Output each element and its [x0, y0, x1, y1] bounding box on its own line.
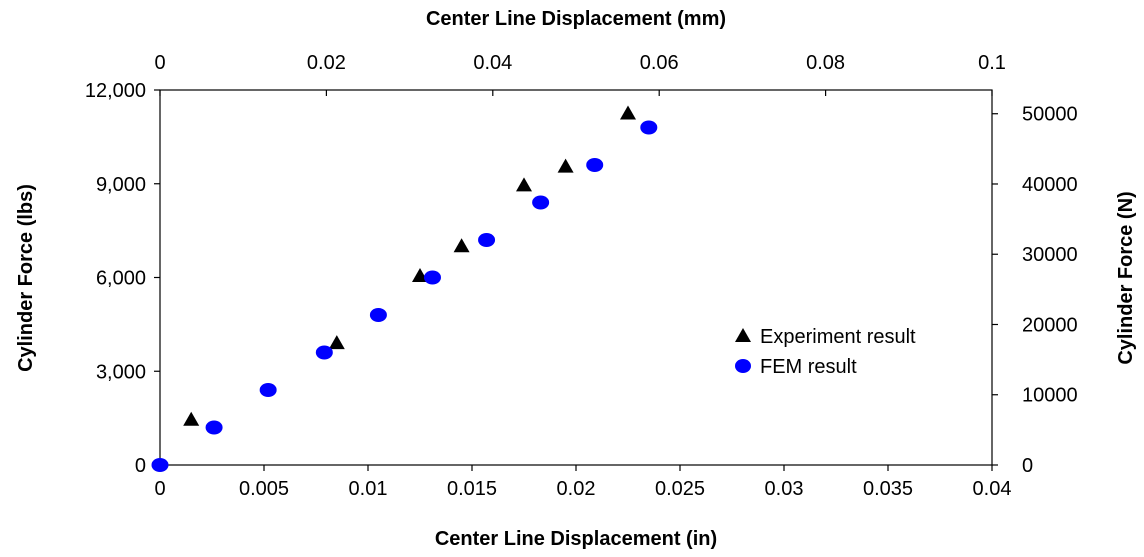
fem-point — [532, 195, 550, 210]
y-tick-label: 6,000 — [96, 268, 146, 290]
x2-tick-label: 0.02 — [307, 52, 346, 74]
experiment-point — [516, 177, 532, 192]
y2-tick-label: 30000 — [1022, 244, 1078, 266]
experiment-point — [620, 105, 636, 120]
experiment-point — [183, 411, 200, 426]
y-tick-label: 3,000 — [96, 361, 146, 383]
y2-tick-label: 10000 — [1022, 385, 1078, 407]
x-tick-label: 0.04 — [973, 478, 1012, 500]
fem-point — [586, 158, 604, 172]
x2-tick-label: 0.1 — [978, 52, 1006, 74]
fem-point — [423, 270, 441, 285]
legend-marker-fem — [735, 359, 751, 373]
y2-tick-label: 50000 — [1022, 104, 1078, 126]
x2-tick-label: 0.08 — [806, 52, 845, 74]
experiment-point — [412, 267, 428, 282]
experiment-point — [453, 238, 470, 253]
y2-tick-label: 0 — [1022, 455, 1033, 477]
x-tick-label: 0.02 — [557, 478, 596, 500]
legend: Experiment result FEM result — [735, 326, 916, 378]
fem-point — [478, 233, 496, 247]
x2-tick-label: 0.06 — [640, 52, 679, 74]
x-tick-label: 0.01 — [349, 478, 388, 500]
x2-axis-title: Center Line Displacement (mm) — [426, 8, 726, 30]
y2-axis-title: Cylinder Force (N) — [1115, 191, 1137, 364]
fem-point — [315, 345, 333, 360]
x-tick-label: 0.025 — [655, 478, 705, 500]
x-tick-label: 0.035 — [863, 478, 913, 500]
fem-point — [369, 308, 387, 322]
x-axis-title: Center Line Displacement (in) — [435, 528, 717, 550]
y-tick-label: 12,000 — [85, 80, 146, 102]
x2-tick-label: 0 — [154, 52, 165, 74]
axis-ticks: 0 0.005 0.01 0.015 0.02 0.025 0.03 0.035 0.04 0 0.… — [85, 52, 1078, 500]
plot-frame — [159, 89, 993, 466]
x-tick-label: 0.015 — [447, 478, 497, 500]
y2-tick-label: 40000 — [1022, 174, 1078, 196]
legend-label-fem: FEM result — [760, 356, 857, 378]
y-axis-title: Cylinder Force (lbs) — [15, 184, 37, 372]
x-tick-label: 0.005 — [239, 478, 289, 500]
legend-marker-experiment — [735, 328, 751, 342]
experiment-point — [328, 335, 345, 350]
experiment-point — [557, 158, 574, 173]
x-tick-label: 0.03 — [765, 478, 804, 500]
fem-point — [640, 120, 658, 135]
y2-tick-label: 20000 — [1022, 314, 1078, 336]
fem-point — [259, 383, 277, 397]
legend-label-experiment: Experiment result — [760, 326, 916, 348]
fem-point — [151, 458, 169, 472]
y-tick-label: 0 — [135, 455, 146, 477]
data-points — [151, 105, 658, 472]
x2-tick-label: 0.04 — [473, 52, 512, 74]
fem-point — [205, 420, 223, 435]
y-tick-label: 9,000 — [96, 174, 146, 196]
x-tick-label: 0 — [154, 478, 165, 500]
